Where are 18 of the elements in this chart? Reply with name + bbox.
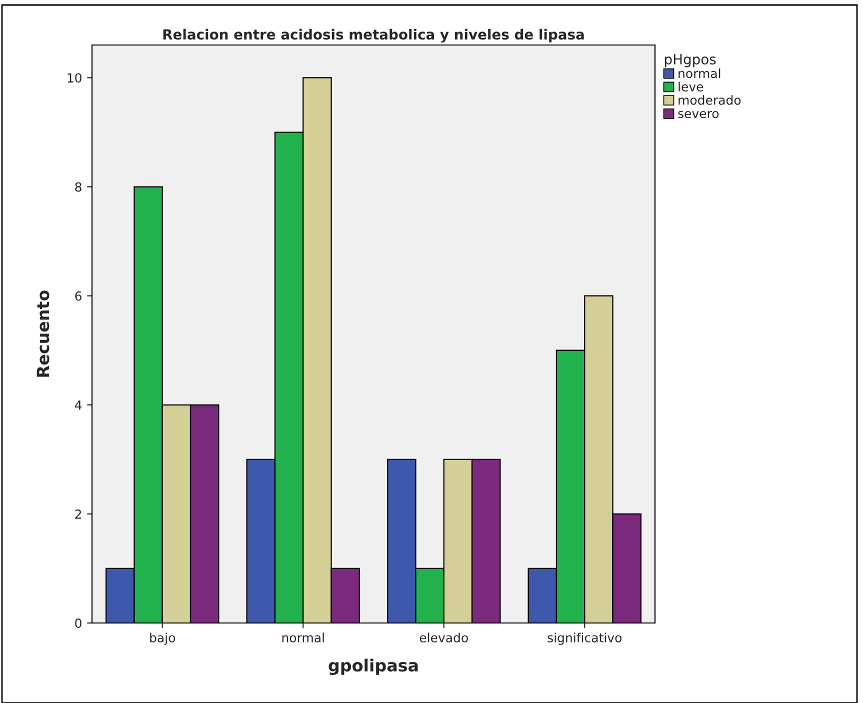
y-tick-label: 10 — [68, 73, 82, 83]
x-tick-label: normal — [282, 632, 324, 642]
y-tick-label: 2 — [75, 509, 82, 519]
x-tick-label: elevado — [420, 632, 468, 642]
y-axis-title: Recuento — [36, 290, 50, 377]
legend-label: moderado — [678, 95, 741, 105]
legend-label: normal — [678, 68, 720, 78]
x-axis-title: gpolipasa — [328, 658, 418, 675]
y-tick-label: 4 — [74, 400, 82, 410]
legend-label: severo — [678, 110, 719, 118]
y-tick-label: 0 — [75, 618, 82, 628]
chart-title: Relacion entre acidosis metabolica y niveles de lipasa — [163, 28, 584, 42]
y-tick-label: 8 — [75, 182, 82, 192]
legend-label: leve — [678, 82, 704, 92]
y-tick-label: 6 — [75, 291, 82, 301]
x-tick-label: bajo — [150, 632, 176, 645]
x-tick-label: significativo — [548, 632, 622, 645]
legend-title: pHgpos — [665, 54, 716, 68]
